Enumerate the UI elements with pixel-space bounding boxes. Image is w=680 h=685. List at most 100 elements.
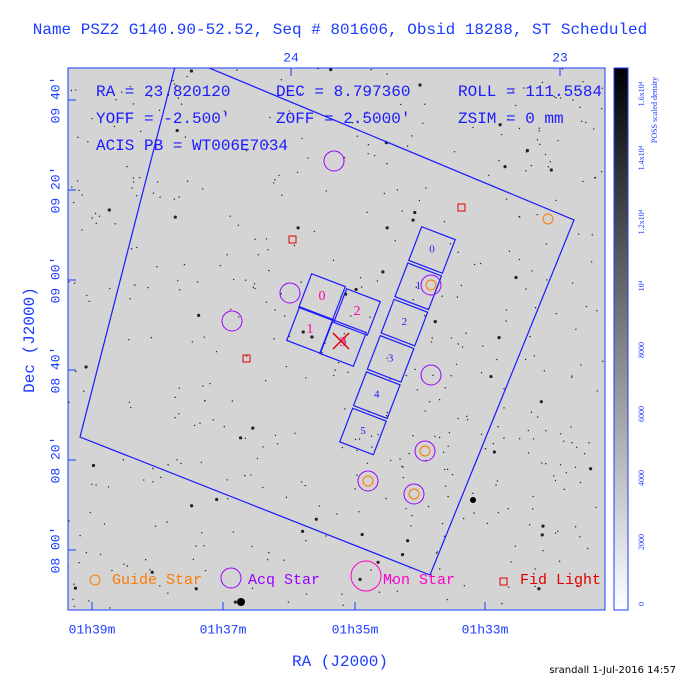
star (534, 568, 536, 570)
star (313, 230, 316, 233)
y-tick-label: 09 40' (48, 77, 63, 124)
star (236, 69, 238, 71)
legend-label: Acq Star (248, 572, 320, 589)
star (197, 313, 201, 317)
star (457, 251, 459, 254)
star (584, 121, 587, 124)
star (503, 407, 505, 409)
chip-label: 4 (374, 389, 380, 401)
star (215, 350, 218, 353)
star (156, 181, 159, 183)
star (269, 116, 271, 119)
star (571, 376, 573, 379)
star (111, 121, 113, 123)
star (473, 263, 476, 266)
star (360, 286, 363, 288)
star (532, 508, 534, 510)
star (376, 280, 379, 282)
star (602, 360, 604, 363)
star (237, 224, 240, 226)
info-block: RA = 23.820120 DEC = 8.797360 ROLL = 111.5… (96, 83, 602, 155)
star (233, 600, 237, 604)
star (510, 561, 512, 563)
star (99, 553, 102, 556)
star (438, 398, 441, 401)
star (91, 483, 93, 486)
star (411, 218, 415, 222)
star (549, 161, 551, 163)
star (496, 480, 499, 482)
star (585, 305, 588, 308)
star (555, 312, 558, 315)
star (204, 399, 206, 402)
colorbar-tick-label: 10⁴ (637, 280, 646, 291)
star (91, 117, 93, 120)
star (144, 559, 147, 561)
star (360, 532, 364, 537)
star (446, 598, 448, 601)
star (156, 265, 158, 268)
colorbar-tick-label: 1.4x10⁴ (637, 145, 646, 170)
star (525, 148, 530, 153)
star (543, 370, 546, 372)
star (472, 126, 474, 129)
star (448, 431, 451, 434)
star (411, 514, 413, 517)
star (89, 511, 91, 514)
star (192, 558, 194, 561)
legend: Guide Star Acq Star Mon Star Fid Light (89, 560, 601, 592)
overlay (79, 68, 575, 576)
star (86, 294, 88, 297)
star (305, 377, 307, 379)
star (95, 484, 97, 486)
star (410, 525, 412, 527)
star (178, 387, 180, 389)
star (435, 552, 438, 554)
star (571, 441, 573, 444)
colorbar-tick-label: 8000 (637, 342, 646, 358)
star (301, 330, 305, 334)
star (377, 433, 379, 436)
star (514, 275, 518, 280)
star (536, 416, 539, 418)
star (406, 539, 410, 543)
star (460, 284, 463, 287)
star (254, 287, 256, 290)
x2-tick-label: 24 (283, 50, 299, 65)
star (463, 585, 466, 587)
star (381, 270, 385, 274)
star (94, 212, 97, 215)
star (251, 587, 254, 590)
star (418, 199, 421, 202)
star (83, 390, 85, 392)
star (557, 530, 559, 532)
colorbar-tick-label: 1.6x10⁴ (637, 81, 646, 106)
star (505, 320, 507, 322)
star (344, 340, 346, 343)
star (415, 286, 417, 288)
star (81, 229, 83, 231)
chip (366, 334, 415, 383)
star (231, 400, 234, 402)
star (541, 524, 545, 528)
star (457, 343, 459, 345)
star (518, 258, 521, 261)
star (226, 479, 228, 481)
star (579, 536, 581, 538)
star (424, 103, 426, 105)
star (186, 75, 188, 78)
star (518, 438, 521, 440)
star (238, 436, 243, 440)
star (388, 121, 390, 124)
star (396, 590, 399, 592)
star (112, 119, 114, 122)
star (525, 288, 527, 290)
star (265, 301, 268, 303)
y-tick-label: 08 00' (48, 527, 63, 574)
acq-star (403, 483, 425, 505)
star (334, 369, 336, 371)
star (285, 496, 288, 498)
star (545, 430, 547, 432)
star (591, 234, 593, 236)
star (534, 585, 536, 588)
